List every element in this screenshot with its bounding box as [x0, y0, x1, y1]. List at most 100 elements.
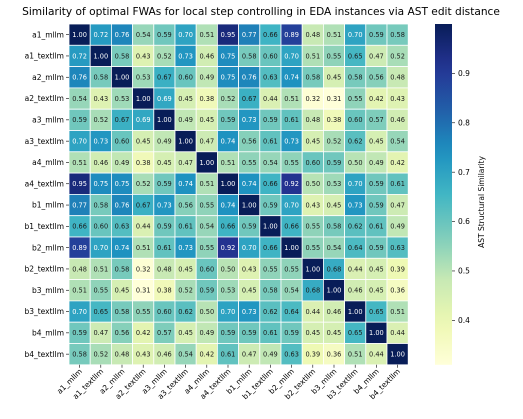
- cell-value-label: 0.52: [327, 137, 342, 145]
- row-label: a1_mllm: [32, 30, 64, 39]
- cell-value-label: 0.57: [369, 116, 384, 124]
- cell-value-label: 0.45: [136, 137, 151, 145]
- cell-value-label: 1.00: [390, 350, 405, 358]
- cell-value-label: 1.00: [221, 180, 236, 188]
- cell-value-label: 0.59: [327, 159, 342, 167]
- cell-value-label: 0.59: [72, 329, 87, 337]
- cell-value-label: 0.50: [305, 180, 320, 188]
- cell-value-label: 0.51: [199, 31, 214, 39]
- cell-value-label: 0.48: [157, 265, 172, 273]
- colorbar-gradient: [435, 24, 452, 365]
- colorbar-tick-label: 0.7: [458, 168, 470, 177]
- heatmap-cells: 1.00 0.72 0.76 0.54 0.59 0.70 0.51 0.95 0.77 0.66…: [68, 23, 409, 366]
- cell-value-label: 0.65: [348, 52, 363, 60]
- cell-value-label: 0.47: [242, 350, 257, 358]
- cell-value-label: 0.54: [136, 31, 151, 39]
- cell-value-label: 0.45: [305, 329, 320, 337]
- cell-value-label: 0.77: [72, 201, 87, 209]
- cell-value-label: 0.59: [72, 116, 87, 124]
- row-label: a4_textllm: [25, 179, 64, 188]
- cell-value-label: 0.59: [157, 223, 172, 231]
- cell-value-label: 0.48: [305, 116, 320, 124]
- cell-value-label: 0.73: [242, 116, 257, 124]
- cell-value-label: 0.59: [369, 180, 384, 188]
- cell-value-label: 0.73: [348, 201, 363, 209]
- cell-value-label: 0.61: [390, 180, 405, 188]
- cell-value-label: 0.55: [93, 287, 108, 295]
- cell-value-label: 0.50: [221, 265, 236, 273]
- cell-value-label: 0.58: [72, 350, 87, 358]
- cell-value-label: 0.59: [221, 116, 236, 124]
- cell-value-label: 0.51: [93, 265, 108, 273]
- cell-value-label: 0.69: [157, 95, 172, 103]
- cell-value-label: 0.58: [93, 201, 108, 209]
- cell-value-label: 0.43: [390, 95, 405, 103]
- cell-value-label: 0.59: [369, 31, 384, 39]
- cell-value-label: 0.67: [136, 201, 151, 209]
- cell-value-label: 0.38: [327, 116, 342, 124]
- cell-value-label: 0.58: [115, 308, 130, 316]
- cell-value-label: 0.44: [136, 223, 151, 231]
- cell-value-label: 0.59: [369, 201, 384, 209]
- cell-value-label: 0.73: [178, 244, 193, 252]
- cell-value-label: 0.51: [327, 31, 342, 39]
- cell-value-label: 0.75: [221, 52, 236, 60]
- cell-value-label: 0.44: [263, 95, 278, 103]
- cell-value-label: 0.67: [115, 116, 130, 124]
- cell-value-label: 0.42: [136, 329, 151, 337]
- cell-value-label: 0.54: [327, 244, 342, 252]
- cell-value-label: 0.73: [93, 137, 108, 145]
- cell-value-label: 0.55: [263, 265, 278, 273]
- cell-value-label: 0.60: [263, 52, 278, 60]
- cell-value-label: 0.70: [72, 308, 87, 316]
- cell-value-label: 0.66: [263, 31, 278, 39]
- cell-value-label: 0.54: [263, 159, 278, 167]
- cell-value-label: 0.73: [284, 137, 299, 145]
- cell-value-label: 1.00: [157, 116, 172, 124]
- cell-value-label: 0.42: [390, 159, 405, 167]
- row-label: a4_mllm: [32, 158, 64, 167]
- cell-value-label: 0.63: [115, 223, 130, 231]
- cell-value-label: 0.56: [115, 329, 130, 337]
- cell-value-label: 0.60: [199, 265, 214, 273]
- cell-value-label: 1.00: [115, 74, 130, 82]
- colorbar-tick-label: 0.6: [458, 217, 470, 226]
- cell-value-label: 0.48: [72, 265, 87, 273]
- cell-value-label: 1.00: [263, 223, 278, 231]
- cell-value-label: 0.47: [93, 329, 108, 337]
- row-label: b2_mllm: [32, 243, 64, 252]
- cell-value-label: 0.60: [348, 116, 363, 124]
- cell-value-label: 0.62: [348, 137, 363, 145]
- cell-value-label: 0.58: [93, 74, 108, 82]
- cell-value-label: 0.58: [242, 52, 257, 60]
- cell-value-label: 0.76: [72, 74, 87, 82]
- cell-value-label: 0.43: [305, 201, 320, 209]
- cell-value-label: 0.48: [115, 350, 130, 358]
- cell-value-label: 0.32: [136, 265, 151, 273]
- cell-value-label: 0.67: [242, 95, 257, 103]
- cell-value-label: 0.92: [284, 180, 299, 188]
- cell-value-label: 0.46: [93, 159, 108, 167]
- cell-value-label: 0.74: [178, 180, 193, 188]
- cell-value-label: 0.46: [348, 287, 363, 295]
- cell-value-label: 0.64: [284, 308, 299, 316]
- cell-value-label: 0.55: [348, 95, 363, 103]
- cell-value-label: 0.51: [72, 159, 87, 167]
- cell-value-label: 0.52: [157, 52, 172, 60]
- cell-value-label: 0.45: [369, 265, 384, 273]
- cell-value-label: 0.66: [284, 223, 299, 231]
- cell-value-label: 0.95: [72, 180, 87, 188]
- cell-value-label: 1.00: [178, 137, 193, 145]
- cell-value-label: 0.62: [348, 223, 363, 231]
- cell-value-label: 0.54: [178, 350, 193, 358]
- cell-value-label: 0.53: [221, 287, 236, 295]
- row-label: b3_mllm: [32, 286, 64, 295]
- cell-value-label: 0.60: [178, 74, 193, 82]
- cell-value-label: 0.50: [199, 308, 214, 316]
- cell-value-label: 0.52: [93, 116, 108, 124]
- cell-value-label: 0.61: [178, 223, 193, 231]
- cell-value-label: 0.45: [327, 74, 342, 82]
- cell-value-label: 0.49: [390, 223, 405, 231]
- cell-value-label: 0.45: [178, 329, 193, 337]
- cell-value-label: 0.58: [327, 223, 342, 231]
